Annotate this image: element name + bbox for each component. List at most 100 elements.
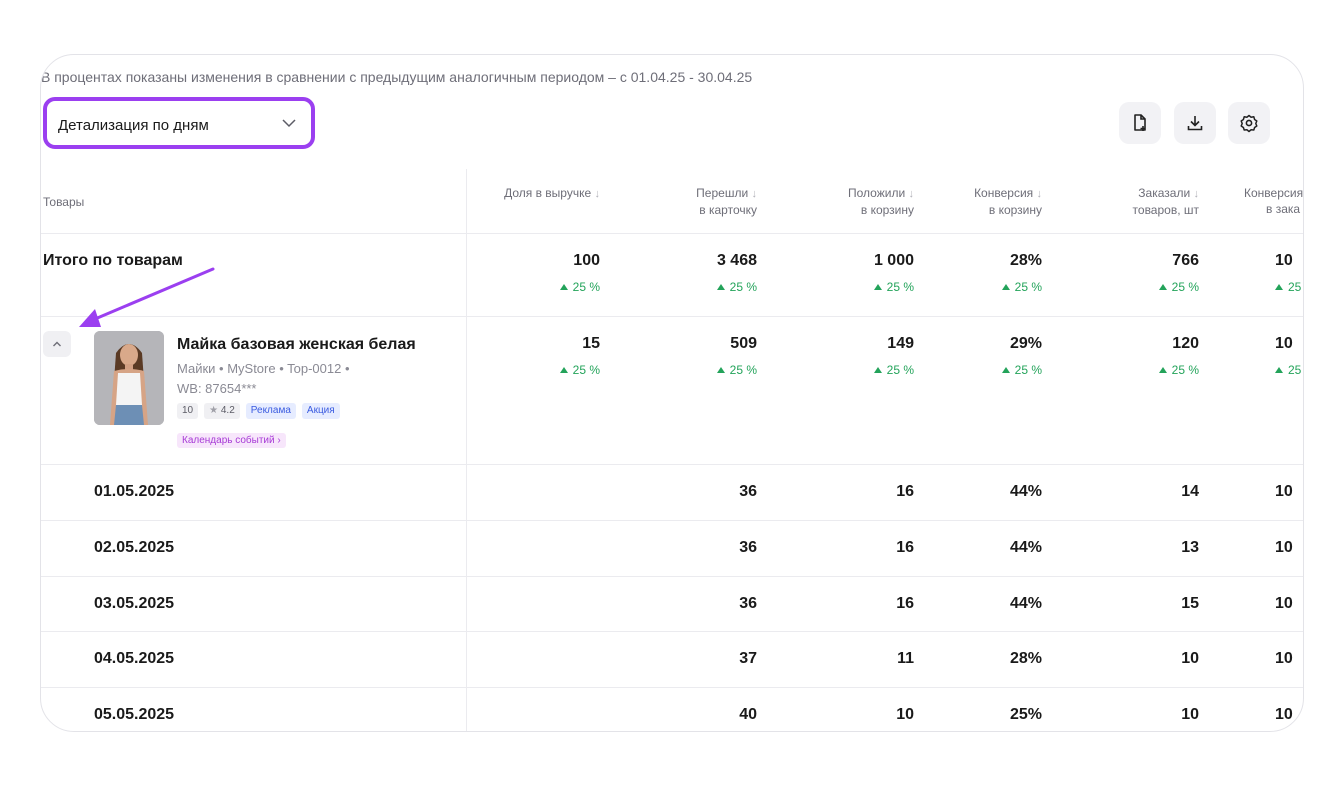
product-meta: Майки • MyStore • Top-0012 • WB: 87654**… — [177, 359, 350, 399]
day-value: 10 — [1275, 650, 1293, 667]
product-value: 509 — [730, 335, 757, 352]
rating-badge: ★ 4.2 — [204, 403, 240, 419]
product-value: 10 — [1275, 335, 1293, 352]
total-value: 3 468 — [716, 252, 757, 269]
col-cart-conversion-header[interactable]: Конверсия ↓ в корзину — [974, 186, 1042, 217]
day-value: 44% — [1009, 483, 1042, 500]
collapse-row-button[interactable] — [43, 331, 71, 357]
arrow-up-icon — [559, 284, 568, 290]
col-revenue-share-header[interactable]: Доля в выручке ↓ — [504, 186, 600, 200]
chevron-right-icon: › — [277, 435, 281, 446]
day-value: 10 — [1181, 650, 1199, 667]
product-delta: 25 % — [873, 363, 914, 377]
product-delta: 25 % — [716, 363, 757, 377]
total-delta: 25 % — [1158, 280, 1199, 294]
column-divider — [466, 169, 467, 731]
product-value: 149 — [887, 335, 914, 352]
total-value: 28% — [1009, 252, 1042, 269]
day-value: 36 — [739, 539, 757, 556]
arrow-up-icon — [1158, 367, 1167, 373]
col-card-visits-header[interactable]: Перешли ↓ в карточку — [696, 186, 757, 217]
download-button[interactable] — [1174, 102, 1216, 144]
day-date: 01.05.2025 — [94, 483, 175, 500]
day-value: 36 — [739, 483, 757, 500]
day-value: 11 — [897, 650, 914, 667]
day-value: 44% — [1009, 539, 1042, 556]
arrow-up-icon — [1158, 284, 1167, 290]
divider — [41, 687, 1303, 688]
day-value: 15 — [1181, 595, 1199, 612]
day-date: 04.05.2025 — [94, 650, 175, 667]
product-delta: 25 % — [559, 363, 600, 377]
star-icon: ★ — [209, 405, 219, 416]
detail-select[interactable]: Детализация по дням — [43, 97, 315, 149]
report-card: В процентах показаны изменения в сравнен… — [40, 54, 1304, 732]
day-value: 10 — [1181, 706, 1199, 723]
day-value: 36 — [739, 595, 757, 612]
col-products-header[interactable]: Товары — [43, 195, 85, 209]
settings-button[interactable] — [1228, 102, 1270, 144]
day-value: 44% — [1009, 595, 1042, 612]
reviews-badge: 10 — [177, 403, 199, 419]
day-value: 16 — [896, 595, 914, 612]
total-delta: 25 % — [1001, 280, 1042, 294]
chevron-up-icon — [53, 341, 61, 347]
product-delta: 25 — [1275, 363, 1301, 377]
events-calendar-link[interactable]: Календарь событий › — [177, 430, 286, 448]
product-title[interactable]: Майка базовая женская белая — [177, 336, 416, 353]
divider — [41, 576, 1303, 577]
day-value: 10 — [896, 706, 914, 723]
divider — [41, 233, 1303, 234]
day-value: 14 — [1181, 483, 1199, 500]
total-label: Итого по товарам — [43, 252, 183, 269]
total-value: 1 000 — [873, 252, 914, 269]
download-icon — [1187, 116, 1203, 131]
day-value: 40 — [739, 706, 757, 723]
total-value: 766 — [1172, 252, 1199, 269]
day-value: 10 — [1275, 706, 1293, 723]
product-delta: 25 % — [1001, 363, 1042, 377]
divider — [41, 520, 1303, 521]
day-date: 02.05.2025 — [94, 539, 175, 556]
day-date: 03.05.2025 — [94, 595, 175, 612]
col-ordered-header[interactable]: Заказали ↓ товаров, шт — [1132, 186, 1199, 217]
day-value: 25% — [1009, 706, 1042, 723]
day-value: 16 — [896, 483, 914, 500]
arrow-up-icon — [1275, 284, 1283, 290]
day-value: 10 — [1275, 539, 1293, 556]
divider — [41, 464, 1303, 465]
product-value: 15 — [582, 335, 600, 352]
day-date: 05.05.2025 — [94, 706, 175, 723]
promo-tag: Акция — [301, 403, 340, 419]
total-delta: 25 % — [716, 280, 757, 294]
product-value: 120 — [1172, 335, 1199, 352]
period-note: В процентах показаны изменения в сравнен… — [41, 69, 753, 85]
arrow-up-icon — [1001, 367, 1010, 373]
arrow-up-icon — [559, 367, 568, 373]
day-value: 37 — [739, 650, 757, 667]
settings-icon — [1240, 114, 1258, 133]
total-value: 100 — [573, 252, 600, 269]
product-delta: 25 % — [1158, 363, 1199, 377]
product-sku: WB: 87654*** — [177, 381, 257, 396]
product-value: 29% — [1009, 335, 1042, 352]
total-delta: 25 % — [873, 280, 914, 294]
total-delta: 25 % — [559, 280, 600, 294]
arrow-up-icon — [716, 367, 725, 373]
annotation-arrow — [79, 267, 215, 327]
file-add-icon — [1134, 114, 1146, 131]
arrow-up-icon — [1275, 367, 1283, 373]
detail-select-value: Детализация по дням — [58, 117, 209, 134]
arrow-up-icon — [1001, 284, 1010, 290]
day-value: 13 — [1181, 539, 1199, 556]
arrow-up-icon — [873, 367, 882, 373]
product-image[interactable] — [94, 331, 164, 425]
col-order-conversion-header[interactable]: Конверсия в зака — [1244, 186, 1304, 216]
arrow-up-icon — [716, 284, 725, 290]
day-value: 28% — [1009, 650, 1042, 667]
day-value: 16 — [896, 539, 914, 556]
product-photo — [94, 331, 164, 425]
day-value: 10 — [1275, 483, 1293, 500]
col-add-to-cart-header[interactable]: Положили ↓ в корзину — [848, 186, 914, 217]
export-file-button[interactable] — [1119, 102, 1161, 144]
